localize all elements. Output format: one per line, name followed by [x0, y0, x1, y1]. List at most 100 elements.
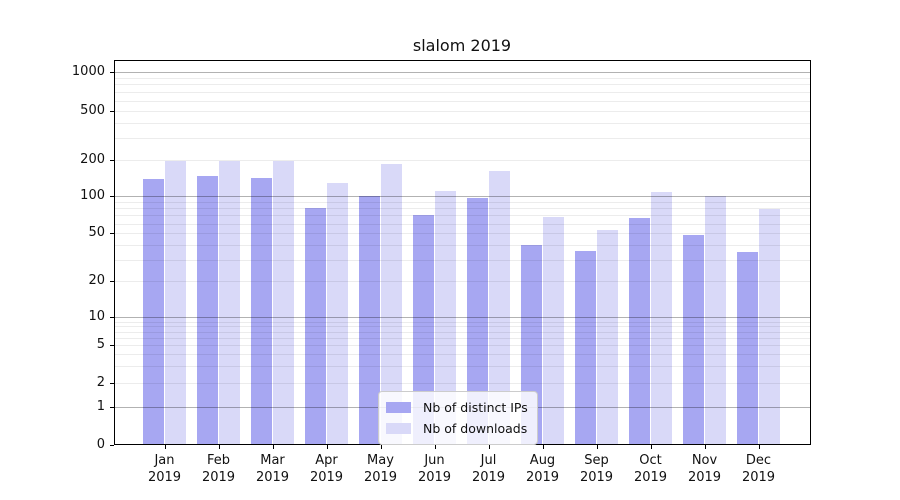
y-tick-label: 10 — [88, 309, 105, 325]
bar-downloads — [272, 161, 295, 445]
minor-gridline — [114, 366, 811, 368]
x-tick-label: Mar 2019 — [255, 453, 290, 485]
y-tick-label: 50 — [88, 225, 105, 241]
minor-gridline — [114, 215, 811, 217]
bar-downloads — [380, 164, 403, 445]
x-tick-mark — [434, 445, 436, 449]
minor-gridline — [114, 233, 811, 235]
minor-gridline — [114, 122, 811, 124]
y-tick-label: 2 — [96, 374, 105, 390]
bar-distinct-ips — [574, 250, 597, 445]
y-tick-label: 1000 — [71, 64, 105, 79]
bar-distinct-ips — [142, 179, 165, 445]
minor-gridline — [114, 331, 811, 333]
x-tick-label: Sep 2019 — [579, 453, 614, 485]
y-tick-mark — [110, 281, 114, 283]
y-tick-mark — [110, 160, 114, 161]
x-tick-label: Aug 2019 — [525, 453, 560, 485]
y-tick-label: 1 — [96, 398, 105, 414]
minor-gridline — [114, 281, 811, 283]
x-tick-label: Jan 2019 — [147, 453, 182, 485]
x-tick-label: Apr 2019 — [309, 453, 344, 485]
y-tick-mark — [110, 317, 114, 319]
y-tick-mark — [110, 233, 114, 235]
x-tick-mark — [704, 445, 706, 449]
bar-downloads — [218, 161, 241, 445]
bar-distinct-ips — [196, 175, 219, 445]
chart-title: slalom 2019 — [412, 36, 512, 55]
y-tick-mark — [110, 196, 114, 198]
bar-distinct-ips — [736, 251, 759, 445]
x-tick-mark — [326, 445, 328, 449]
y-tick-mark — [110, 382, 114, 384]
y-tick-label: 200 — [80, 152, 105, 167]
bar-downloads — [650, 191, 673, 445]
bar-downloads — [542, 216, 565, 445]
bar-downloads — [758, 208, 781, 445]
x-tick-label: May 2019 — [363, 453, 398, 485]
minor-gridline — [114, 91, 811, 93]
bar-downloads — [164, 161, 187, 445]
minor-gridline — [114, 208, 811, 210]
legend-label-distinct-ips: Nb of distinct IPs — [423, 400, 528, 415]
x-tick-mark — [650, 445, 652, 449]
minor-gridline — [114, 337, 811, 339]
bar-downloads — [326, 183, 349, 445]
minor-gridline — [114, 260, 811, 262]
y-tick-label: 500 — [80, 102, 105, 118]
minor-gridline — [114, 223, 811, 225]
x-tick-mark — [758, 445, 760, 449]
x-tick-label: Oct 2019 — [633, 453, 668, 485]
x-tick-label: Jul 2019 — [471, 453, 506, 485]
minor-gridline — [114, 321, 811, 323]
x-tick-label: Jun 2019 — [417, 453, 452, 485]
major-gridline — [114, 317, 811, 319]
bar-downloads — [596, 230, 619, 445]
minor-gridline — [114, 138, 811, 140]
legend: Nb of distinct IPs Nb of downloads — [378, 391, 538, 445]
y-tick-mark — [110, 110, 114, 112]
legend-label-downloads: Nb of downloads — [423, 421, 528, 436]
minor-gridline — [114, 100, 811, 102]
minor-gridline — [114, 244, 811, 246]
y-tick-label: 100 — [80, 188, 105, 204]
y-tick-mark — [110, 406, 114, 408]
x-tick-label: Feb 2019 — [201, 453, 236, 485]
minor-gridline — [114, 201, 811, 203]
x-tick-mark — [218, 445, 220, 449]
bar-distinct-ips — [628, 217, 651, 445]
minor-gridline — [114, 354, 811, 356]
x-tick-mark — [596, 445, 598, 449]
y-tick-mark — [110, 445, 114, 446]
minor-gridline — [114, 77, 811, 79]
x-tick-label: Nov 2019 — [687, 453, 722, 485]
x-tick-mark — [488, 445, 490, 449]
legend-swatch-distinct-ips — [386, 402, 411, 413]
bar-downloads — [488, 170, 511, 445]
y-tick-mark — [110, 72, 114, 73]
y-tick-label: 20 — [88, 273, 105, 289]
y-tick-mark — [110, 345, 114, 347]
y-tick-label: 0 — [96, 437, 105, 452]
minor-gridline — [114, 382, 811, 384]
bar-distinct-ips — [466, 197, 489, 445]
bar-distinct-ips — [412, 215, 435, 445]
minor-gridline — [114, 84, 811, 86]
bar-downloads — [704, 196, 727, 445]
bar-distinct-ips — [682, 235, 705, 445]
bar-distinct-ips — [250, 177, 273, 445]
major-gridline — [114, 72, 811, 73]
x-tick-label: Dec 2019 — [741, 453, 776, 485]
bar-distinct-ips — [358, 196, 381, 445]
minor-gridline — [114, 110, 811, 112]
legend-entry-downloads: Nb of downloads — [386, 418, 528, 439]
legend-entry-distinct-ips: Nb of distinct IPs — [386, 397, 528, 418]
minor-gridline — [114, 326, 811, 328]
legend-swatch-downloads — [386, 423, 411, 434]
y-tick-label: 5 — [96, 337, 105, 353]
x-tick-mark — [164, 445, 166, 449]
major-gridline — [114, 196, 811, 198]
x-tick-mark — [542, 445, 544, 449]
minor-gridline — [114, 160, 811, 161]
